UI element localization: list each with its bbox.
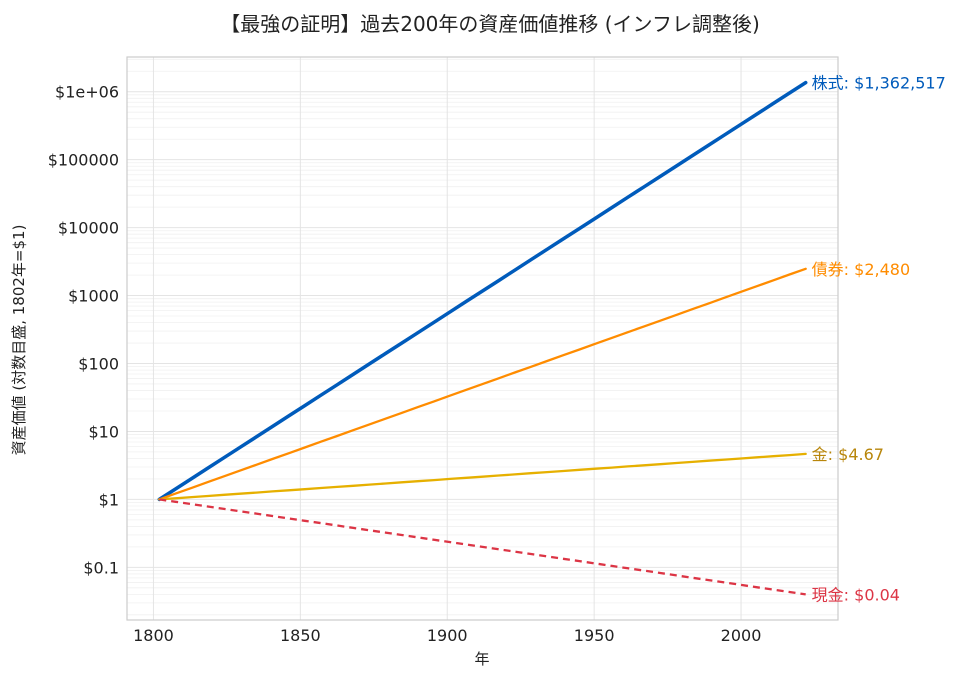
series-line-現金: [159, 498, 806, 596]
series-line-株式: [157, 80, 808, 502]
y-tick-label: $10000: [58, 219, 119, 238]
x-axis: 1800 1850 1900 1950 2000: [133, 626, 761, 645]
x-tick-label: 1900: [427, 626, 468, 645]
y-tick-label: $100000: [48, 151, 119, 170]
plot-frame: [126, 56, 839, 621]
grid: [127, 57, 838, 620]
chart-title: 【最強の証明】過去200年の資産価値推移 (インフレ調整後): [220, 12, 760, 36]
end-label-金: 金: $4.67: [812, 445, 884, 464]
y-tick-label: $100: [78, 355, 119, 374]
y-tick-label: $1: [99, 490, 119, 509]
end-label-債券: 債券: $2,480: [812, 260, 910, 279]
y-tick-label: $1000: [68, 287, 119, 306]
y-tick-label: $10: [88, 422, 119, 441]
y-tick-label: $0.1: [83, 558, 119, 577]
x-tick-label: 2000: [721, 626, 762, 645]
x-tick-label: 1850: [280, 626, 321, 645]
end-labels: 株式: $1,362,517 債券: $2,480 金: $4.67 現金: $0.0…: [812, 74, 946, 605]
x-axis-label: 年: [474, 650, 489, 668]
y-axis-label: 資産価値 (対数目盛, 1802年=$1): [10, 225, 28, 456]
x-tick-label: 1800: [133, 626, 174, 645]
series-line-債券: [158, 267, 807, 501]
series-line-金: [158, 452, 807, 501]
end-label-株式: 株式: $1,362,517: [812, 74, 946, 93]
x-tick-label: 1950: [574, 626, 615, 645]
y-axis: $0.1 $1 $10 $100 $1000 $10000 $100000 $1e+06: [48, 83, 119, 578]
series-lines: [157, 80, 808, 596]
y-tick-label: $1e+06: [55, 83, 119, 102]
end-label-現金: 現金: $0.04: [812, 585, 900, 604]
